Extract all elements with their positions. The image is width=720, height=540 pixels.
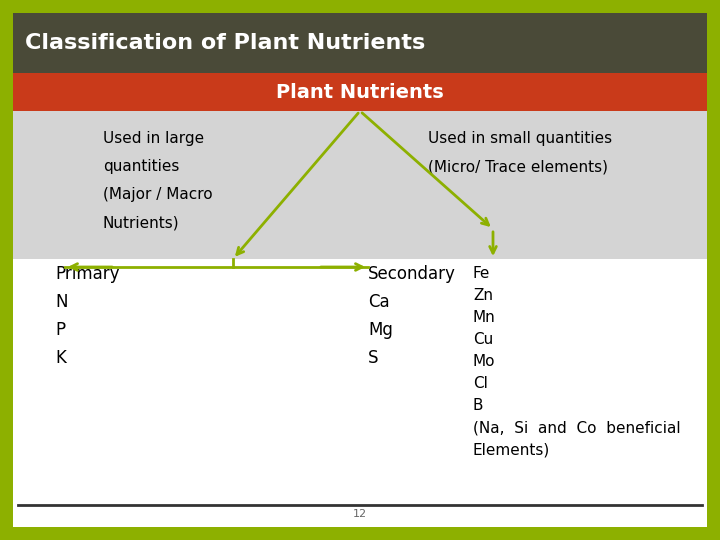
Text: B: B (473, 399, 484, 414)
Text: 12: 12 (353, 509, 367, 519)
Text: Elements): Elements) (473, 442, 550, 457)
Text: Mn: Mn (473, 310, 496, 326)
Text: Nutrients): Nutrients) (103, 215, 179, 231)
Text: Primary: Primary (55, 265, 120, 283)
Text: (Major / Macro: (Major / Macro (103, 187, 212, 202)
Text: (Na,  Si  and  Co  beneficial: (Na, Si and Co beneficial (473, 421, 680, 435)
Text: Used in large: Used in large (103, 132, 204, 146)
Bar (13, 13, 707, 73)
Bar (13, 111, 707, 259)
Text: N: N (55, 293, 68, 311)
Text: Cu: Cu (473, 333, 493, 348)
Text: Classification of Plant Nutrients: Classification of Plant Nutrients (25, 33, 426, 53)
Bar (13, 73, 707, 111)
Text: S: S (368, 349, 379, 367)
Text: Used in small quantities: Used in small quantities (428, 132, 612, 146)
Text: Mg: Mg (368, 321, 393, 339)
Text: (Micro/ Trace elements): (Micro/ Trace elements) (428, 159, 608, 174)
Text: P: P (55, 321, 65, 339)
Text: Plant Nutrients: Plant Nutrients (276, 83, 444, 102)
Text: Ca: Ca (368, 293, 390, 311)
Text: Zn: Zn (473, 288, 493, 303)
Text: quantities: quantities (103, 159, 179, 174)
Text: Mo: Mo (473, 354, 495, 369)
Text: Secondary: Secondary (368, 265, 456, 283)
Text: K: K (55, 349, 66, 367)
Text: Cl: Cl (473, 376, 488, 392)
Text: Fe: Fe (473, 267, 490, 281)
